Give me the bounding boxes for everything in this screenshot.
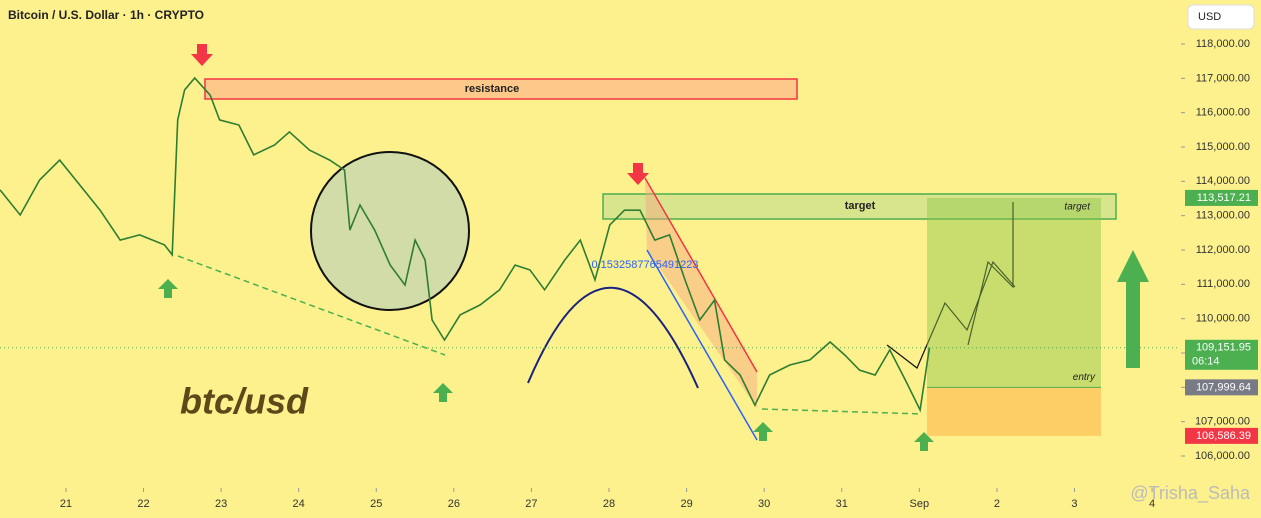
channel <box>645 178 757 408</box>
countdown: 06:14 <box>1192 356 1220 368</box>
currency-label[interactable]: USD <box>1198 11 1221 23</box>
down-arrows <box>191 44 649 185</box>
up-arrow <box>753 422 773 441</box>
x-tick-label: 25 <box>370 498 382 510</box>
fib-label: 0.1532587765491223 <box>591 259 698 271</box>
x-tick-label: 4 <box>1149 498 1155 510</box>
arc <box>527 286 699 389</box>
x-tick-label: 3 <box>1071 498 1077 510</box>
channel-top <box>644 177 758 373</box>
up-arrows <box>158 250 1149 451</box>
price-tag <box>1185 427 1258 444</box>
x-tick-label: 26 <box>448 498 460 510</box>
price-tag-label: 113,517.21 <box>1197 192 1251 204</box>
x-tick-label: 21 <box>60 498 72 510</box>
y-tick-label: 111,000.00 <box>1197 278 1250 290</box>
x-tick-label: 30 <box>758 498 770 510</box>
y-tick-label: 116,000.00 <box>1196 107 1250 119</box>
big-up-arrow <box>1117 250 1149 368</box>
profit-zone <box>927 197 1101 388</box>
x-axis-strip <box>0 488 1261 518</box>
x-tick-label: 29 <box>680 498 692 510</box>
price-tag <box>1185 379 1258 396</box>
down-arrow <box>191 44 213 66</box>
y-tick-label: 115,000.00 <box>1196 141 1250 153</box>
loss-zone <box>927 387 1101 436</box>
y-tick-label: 117,000.00 <box>1196 72 1250 84</box>
x-tick-label: 28 <box>603 498 615 510</box>
x-tick-label: 2 <box>994 498 1000 510</box>
price-tag-label: 107,999.64 <box>1196 381 1251 393</box>
price-tag <box>1185 339 1258 370</box>
up-arrow <box>914 432 934 451</box>
down-arrow <box>627 163 649 185</box>
price-tag-label: 109,151.95 <box>1196 342 1251 354</box>
price-tag-label: 106,586.39 <box>1196 430 1251 442</box>
y-tick-label: 112,000.00 <box>1196 244 1250 256</box>
x-tick-label: 23 <box>215 498 227 510</box>
trend-line <box>177 255 446 356</box>
projection <box>967 202 1014 346</box>
target-tag: target <box>1064 202 1091 213</box>
symbol-text: btc/usd <box>180 381 309 422</box>
entry-tag: entry <box>1073 372 1096 383</box>
target-label: target <box>845 200 876 212</box>
resistance-label: resistance <box>465 83 519 95</box>
projection <box>886 260 1016 369</box>
x-tick-label: 31 <box>836 498 848 510</box>
chart-title: Bitcoin / U.S. Dollar · 1h · CRYPTO <box>8 8 204 22</box>
price-tag <box>1185 189 1258 206</box>
y-tick-label: 106,000.00 <box>1195 450 1250 462</box>
y-tick-label: 113,000.00 <box>1196 210 1250 222</box>
x-tick-label: 22 <box>137 498 149 510</box>
channel-bottom <box>646 249 758 441</box>
x-tick-label: 27 <box>525 498 537 510</box>
circle-highlight <box>310 151 470 311</box>
trend-line <box>761 408 923 415</box>
watermark: @Trisha_Saha <box>1130 483 1251 504</box>
y-tick-label: 114,000.00 <box>1196 175 1250 187</box>
y-tick-label: 110,000.00 <box>1196 313 1250 325</box>
price-line-series <box>0 76 931 413</box>
target-zone <box>602 193 1117 220</box>
x-tick-label: 24 <box>293 498 305 510</box>
up-arrow <box>433 383 453 402</box>
x-tick-label: Sep <box>910 498 930 510</box>
currency-button[interactable] <box>1187 4 1255 30</box>
y-tick-label: 107,000.00 <box>1195 416 1250 428</box>
y-tick-label: 118,000.00 <box>1196 38 1250 50</box>
up-arrow <box>158 279 178 298</box>
